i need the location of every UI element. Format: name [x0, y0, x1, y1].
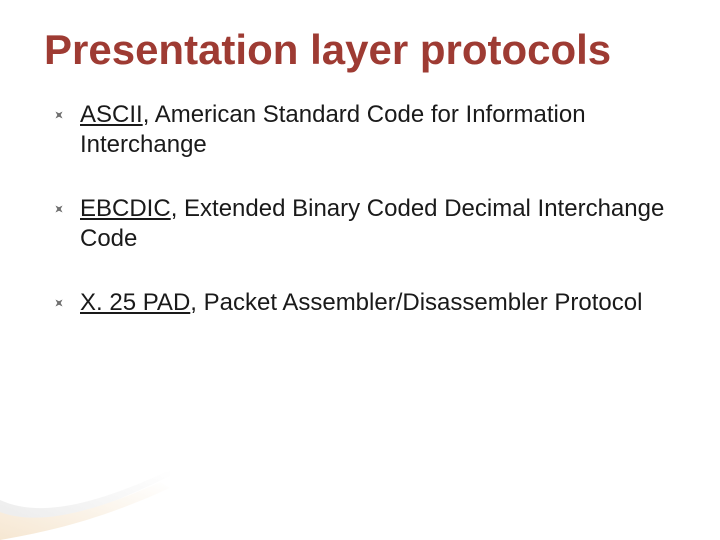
corner-accent-swoosh — [0, 470, 170, 540]
list-item: EBCDIC, Extended Binary Coded Decimal In… — [54, 194, 670, 254]
slide: Presentation layer protocols ASCII, Amer… — [0, 0, 720, 540]
link-ebcdic[interactable]: EBCDIC — [80, 195, 171, 222]
list-item: ASCII, American Standard Code for Inform… — [54, 100, 670, 160]
bullet-list: ASCII, American Standard Code for Inform… — [54, 100, 676, 318]
link-ascii[interactable]: ASCII — [80, 101, 143, 128]
slide-title: Presentation layer protocols — [44, 28, 676, 72]
link-x25pad[interactable]: X. 25 PAD — [80, 289, 190, 316]
bullet-text: , Packet Assembler/Disassembler Protocol — [190, 289, 642, 316]
bullet-text: , American Standard Code for Information… — [80, 101, 586, 158]
list-item: X. 25 PAD, Packet Assembler/Disassembler… — [54, 288, 670, 318]
